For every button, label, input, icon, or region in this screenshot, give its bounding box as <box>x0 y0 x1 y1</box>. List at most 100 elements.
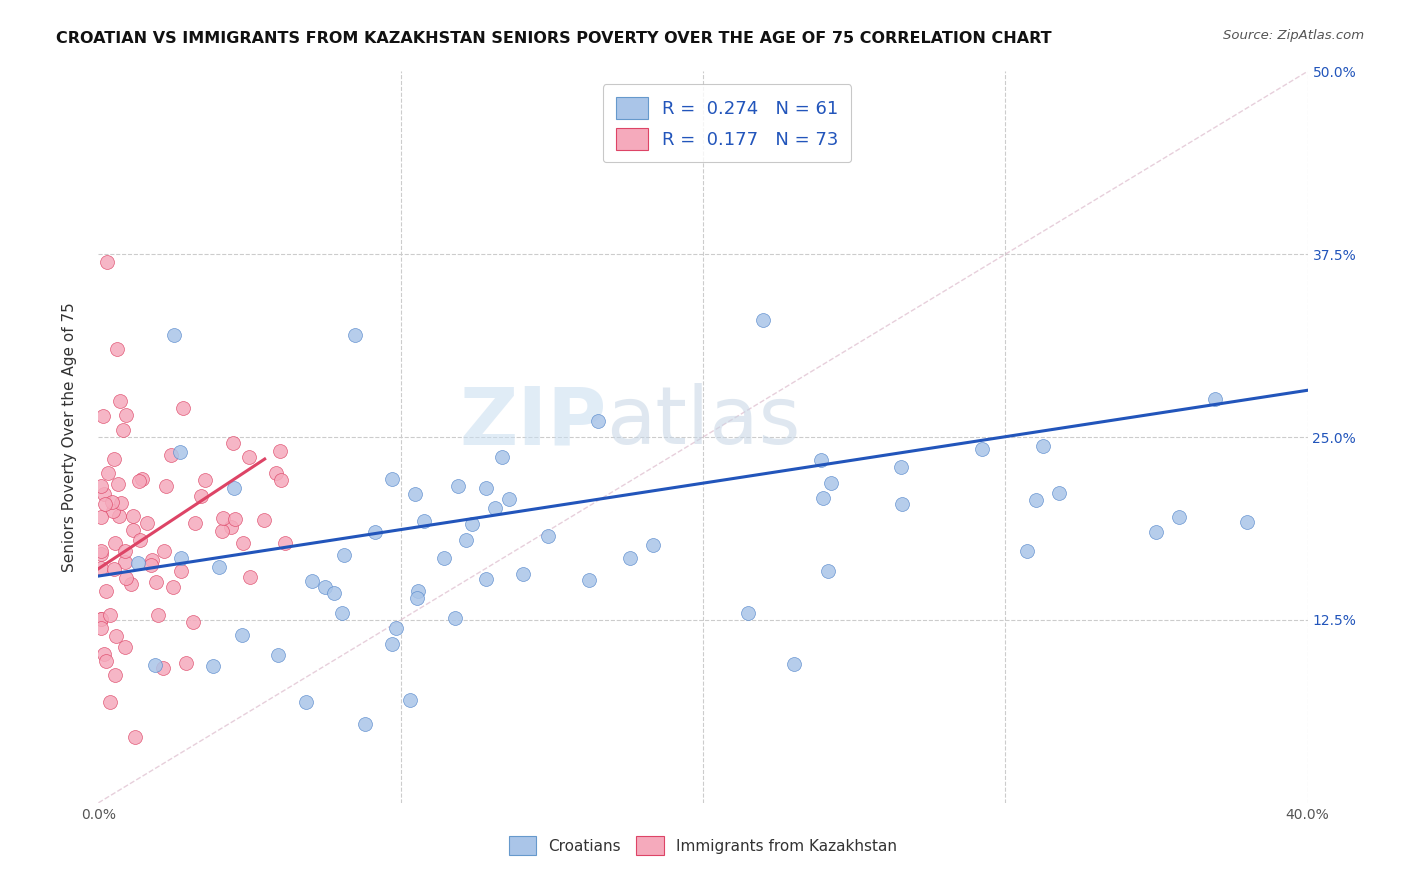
Point <box>162 580 184 594</box>
Text: CROATIAN VS IMMIGRANTS FROM KAZAKHSTAN SENIORS POVERTY OVER THE AGE OF 75 CORREL: CROATIAN VS IMMIGRANTS FROM KAZAKHSTAN S… <box>56 31 1052 46</box>
Point <box>274 535 297 549</box>
Point <box>641 538 664 552</box>
Point <box>104 629 127 643</box>
Point <box>90 479 112 493</box>
Point <box>152 544 174 558</box>
Point <box>270 473 292 487</box>
Point <box>384 621 406 635</box>
Point <box>475 481 498 495</box>
Point <box>91 409 114 424</box>
Point <box>232 536 254 550</box>
Point <box>820 475 842 490</box>
Point <box>111 423 134 437</box>
Point <box>1047 486 1070 500</box>
Point <box>406 591 429 606</box>
Point <box>1204 392 1226 406</box>
Text: atlas: atlas <box>606 384 800 461</box>
Point <box>101 503 124 517</box>
Point <box>512 566 534 581</box>
Point <box>96 254 118 268</box>
Y-axis label: Seniors Poverty Over the Age of 75: Seniors Poverty Over the Age of 75 <box>62 302 77 572</box>
Point <box>433 550 456 565</box>
Point <box>97 467 120 481</box>
Point <box>1025 493 1047 508</box>
Point <box>131 472 153 486</box>
Point <box>238 450 260 464</box>
Point <box>114 408 136 422</box>
Point <box>90 612 112 626</box>
Point <box>94 496 117 510</box>
Point <box>114 544 136 558</box>
Point <box>404 487 426 501</box>
Point <box>491 450 513 464</box>
Point <box>475 572 498 586</box>
Point <box>970 442 993 456</box>
Point <box>454 533 477 548</box>
Point <box>224 512 246 526</box>
Point <box>344 327 367 342</box>
Point <box>221 520 243 534</box>
Point <box>90 612 112 626</box>
Point <box>380 472 402 486</box>
Point <box>498 492 520 507</box>
Legend: Croatians, Immigrants from Kazakhstan: Croatians, Immigrants from Kazakhstan <box>503 830 903 861</box>
Point <box>353 717 375 731</box>
Point <box>264 466 287 480</box>
Point <box>141 553 163 567</box>
Point <box>148 607 170 622</box>
Point <box>333 548 356 562</box>
Point <box>129 533 152 547</box>
Point <box>221 435 243 450</box>
Point <box>128 475 150 489</box>
Point <box>105 343 128 357</box>
Point <box>817 564 839 578</box>
Point <box>152 661 174 675</box>
Point <box>96 584 118 599</box>
Point <box>90 544 112 558</box>
Point <box>537 529 560 543</box>
Point <box>120 577 142 591</box>
Point <box>170 550 193 565</box>
Point <box>114 555 136 569</box>
Point <box>295 695 318 709</box>
Point <box>231 628 253 642</box>
Point <box>103 562 125 576</box>
Point <box>408 583 430 598</box>
Text: ZIP: ZIP <box>458 384 606 461</box>
Point <box>122 509 145 524</box>
Point <box>381 637 404 651</box>
Point <box>169 444 191 458</box>
Point <box>890 459 912 474</box>
Point <box>811 491 834 505</box>
Point <box>108 393 131 408</box>
Point <box>211 524 233 538</box>
Point <box>586 414 609 428</box>
Point <box>1144 525 1167 540</box>
Point <box>783 657 806 671</box>
Point <box>184 516 207 530</box>
Point <box>107 477 129 491</box>
Point <box>143 657 166 672</box>
Point <box>1168 510 1191 524</box>
Point <box>127 556 149 570</box>
Point <box>461 517 484 532</box>
Point <box>103 452 125 467</box>
Point <box>810 452 832 467</box>
Point <box>891 497 914 511</box>
Point <box>190 489 212 503</box>
Point <box>239 570 262 584</box>
Point <box>447 478 470 492</box>
Point <box>104 536 127 550</box>
Point <box>115 570 138 584</box>
Point <box>301 574 323 588</box>
Point <box>169 565 191 579</box>
Point <box>93 486 115 500</box>
Text: Source: ZipAtlas.com: Source: ZipAtlas.com <box>1223 29 1364 42</box>
Point <box>1236 515 1258 529</box>
Point <box>172 401 194 415</box>
Point <box>224 481 246 495</box>
Point <box>1032 439 1054 453</box>
Point <box>101 495 124 509</box>
Point <box>155 479 177 493</box>
Point <box>752 313 775 327</box>
